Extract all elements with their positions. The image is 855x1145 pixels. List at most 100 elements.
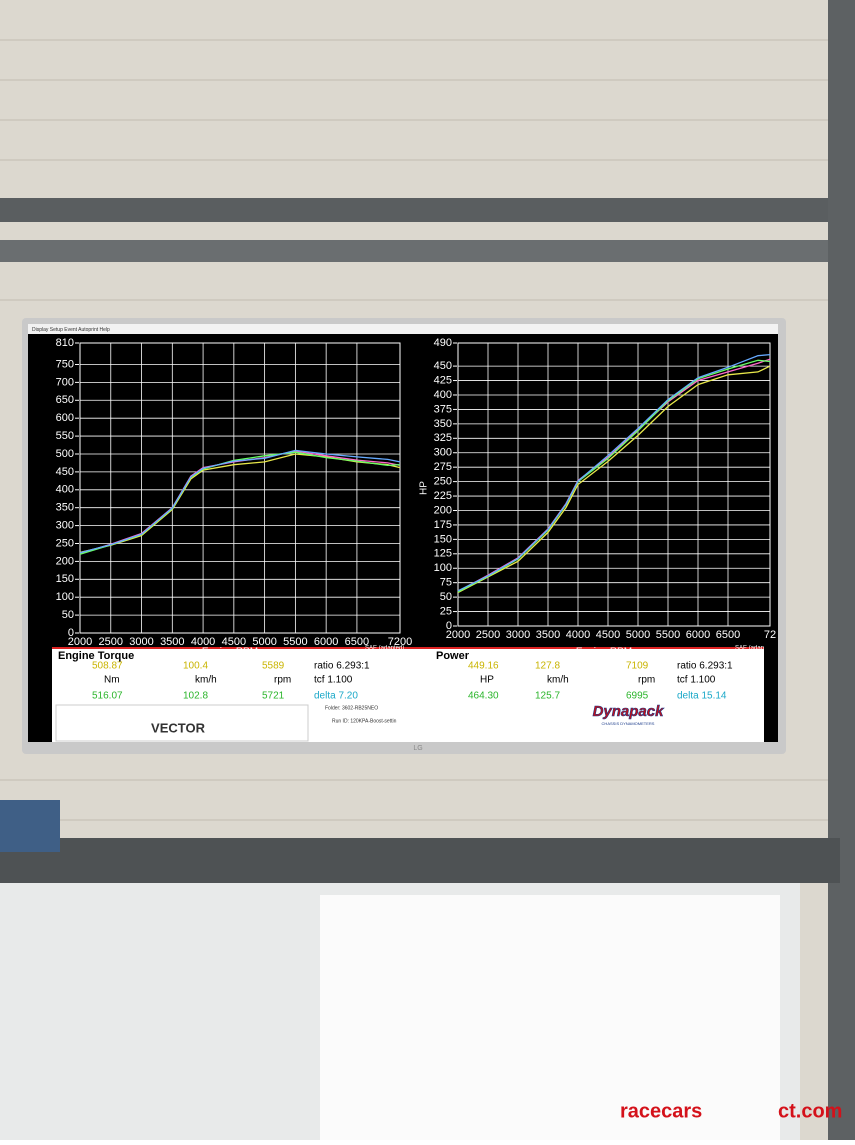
readout: 6995 (626, 691, 649, 702)
y-tick-label: 500 (56, 448, 74, 460)
readout: 5589 (262, 661, 285, 672)
x-tick-label: 2500 (99, 636, 123, 648)
y-tick-label: 200 (56, 555, 74, 567)
readout: 102.8 (183, 691, 208, 702)
x-tick-label: 72 (764, 629, 776, 641)
readout: 508.87 (92, 661, 123, 672)
y-tick-label: 550 (56, 430, 74, 442)
y-tick-label: 350 (56, 502, 74, 514)
x-tick-label: 6000 (314, 636, 338, 648)
y-tick-label: 175 (434, 519, 452, 531)
window-light (320, 895, 780, 1140)
x-tick-label: 4000 (191, 636, 215, 648)
readout: km/h (547, 675, 569, 686)
x-tick-label: 7200 (388, 636, 412, 648)
y-tick-label: 50 (62, 609, 74, 621)
y-tick-label: 490 (434, 337, 452, 349)
readout: ratio 6.293:1 (314, 661, 370, 672)
y-tick-label: 400 (434, 389, 452, 401)
y-tick-label: 250 (56, 537, 74, 549)
y-tick-label: 200 (434, 504, 452, 516)
x-tick-label: 4000 (566, 629, 590, 641)
y-tick-label: 300 (434, 447, 452, 459)
logo-box (55, 704, 309, 742)
tv-brand: LG (413, 745, 422, 752)
readout: delta 7.20 (314, 691, 358, 702)
y-tick-label: 100 (434, 562, 452, 574)
y-tick-label: 125 (434, 548, 452, 560)
plot-area (457, 342, 771, 627)
y-tick-label: 375 (434, 403, 452, 415)
x-tick-label: 2500 (476, 629, 500, 641)
x-tick-label: 6500 (716, 629, 740, 641)
x-tick-label: 5500 (283, 636, 307, 648)
y-tick-label: 0 (68, 627, 74, 639)
x-tick-label: 3500 (160, 636, 184, 648)
run-id: Run ID: 120KPA-Boost-settin (332, 718, 397, 724)
readout: 464.30 (468, 691, 499, 702)
frame-post (828, 0, 855, 1140)
readout: 7109 (626, 661, 649, 672)
readout: 127.8 (535, 661, 560, 672)
x-axis-label: Engine RPM (202, 647, 258, 658)
y-tick-label: 225 (434, 490, 452, 502)
y-tick-label: 450 (434, 360, 452, 372)
y-tick-label: 450 (56, 466, 74, 478)
readout: ratio 6.293:1 (677, 661, 733, 672)
watermark: racecars (620, 1100, 702, 1122)
x-tick-label: 5000 (252, 636, 276, 648)
x-tick-label: 4500 (222, 636, 246, 648)
readout: rpm (638, 675, 655, 686)
x-tick-label: 2000 (68, 636, 92, 648)
wall-slats (0, 39, 830, 821)
y-tick-label: 0 (446, 620, 452, 632)
x-tick-label: 5500 (656, 629, 680, 641)
readout: km/h (195, 675, 217, 686)
x-tick-label: 2000 (446, 629, 470, 641)
logo: Dynapack (593, 703, 665, 720)
chart-title: Engine Torque (58, 650, 134, 662)
readout: tcf 1.100 (314, 675, 353, 686)
y-tick-label: 150 (56, 573, 74, 585)
data-line (457, 353, 771, 592)
menu-bar (28, 324, 778, 334)
readout: 516.07 (92, 691, 123, 702)
y-tick-label: 810 (56, 337, 74, 349)
readout: 125.7 (535, 691, 560, 702)
y-tick-label: 25 (440, 605, 452, 617)
y-tick-label: 50 (440, 591, 452, 603)
readout: rpm (274, 675, 291, 686)
readout: 100.4 (183, 661, 208, 672)
readout: tcf 1.100 (677, 675, 716, 686)
x-tick-label: 3000 (129, 636, 153, 648)
y-tick-label: 700 (56, 376, 74, 388)
x-tick-label: 3000 (506, 629, 530, 641)
x-tick-label: 6000 (686, 629, 710, 641)
plot-area (79, 342, 401, 634)
data-line (457, 365, 771, 594)
note: SAE (adap (735, 646, 765, 652)
chart-title: Power (436, 650, 470, 662)
y-tick-label: 100 (56, 591, 74, 603)
x-tick-label: 3500 (536, 629, 560, 641)
readout: delta 15.14 (677, 691, 727, 702)
socket (0, 800, 60, 852)
readout: 449.16 (468, 661, 499, 672)
logo: VECTOR (151, 720, 206, 735)
folder: Folder: 3602-RB25NEO (325, 705, 378, 711)
y-tick-label: 750 (56, 358, 74, 370)
logo-sub: CHASSIS DYNAMOMETERS (602, 721, 655, 726)
y-axis-label: HP (419, 481, 430, 495)
frame-bar (0, 838, 840, 883)
watermark: ct.com (778, 1100, 842, 1122)
note: SAE (adapted) (365, 646, 404, 652)
y-tick-label: 400 (56, 484, 74, 496)
frame-bar (0, 198, 855, 222)
y-tick-label: 75 (440, 577, 452, 589)
charts: 0501001502002503003504004505005506006507… (56, 337, 776, 702)
y-tick-label: 325 (434, 432, 452, 444)
readout: HP (480, 675, 494, 686)
x-tick-label: 5000 (626, 629, 650, 641)
